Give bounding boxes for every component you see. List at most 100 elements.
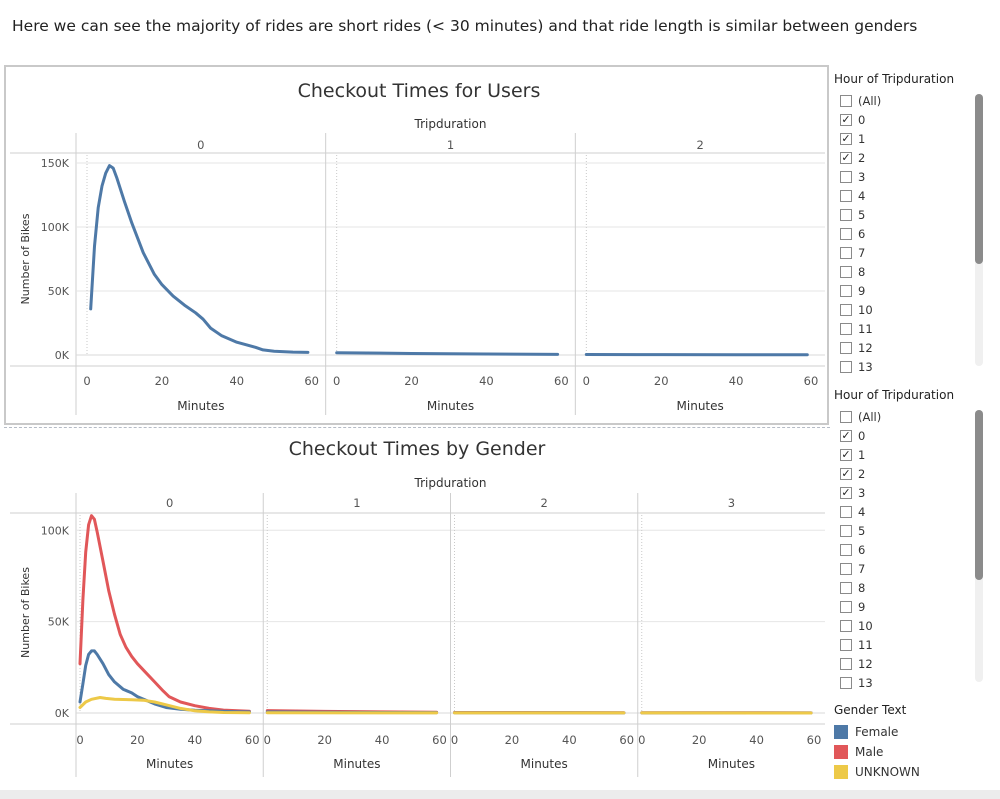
- filter-option[interactable]: 4: [840, 187, 865, 204]
- checkbox-unchecked[interactable]: [840, 170, 852, 183]
- filter-option[interactable]: 8: [840, 579, 865, 596]
- checkbox-unchecked[interactable]: [840, 189, 852, 202]
- x-tick-label: 40: [188, 733, 203, 747]
- filter-option-label: 9: [858, 599, 866, 614]
- checkbox-checked[interactable]: ✓: [840, 151, 852, 164]
- legend-label: UNKNOWN: [855, 765, 920, 779]
- x-tick-label: 60: [304, 374, 319, 388]
- checkbox-unchecked[interactable]: [840, 524, 852, 537]
- checkbox-checked[interactable]: ✓: [840, 113, 852, 126]
- filter-option[interactable]: 12: [840, 655, 873, 672]
- checkbox-unchecked[interactable]: [840, 543, 852, 556]
- series-line-users-facet-0: [89, 164, 310, 354]
- checkbox-unchecked[interactable]: [840, 619, 852, 632]
- checkbox-checked[interactable]: ✓: [840, 467, 852, 480]
- checkbox-unchecked[interactable]: [840, 676, 852, 689]
- checkbox-unchecked[interactable]: [840, 600, 852, 613]
- x-tick-label: 20: [505, 733, 520, 747]
- filter-option[interactable]: ✓ 0: [840, 427, 865, 444]
- gender-checkout-chart[interactable]: Checkout Times by Gender Tripduration 0K 50…: [0, 432, 830, 787]
- x-tick-label: 60: [432, 733, 447, 747]
- checkbox-unchecked[interactable]: [840, 638, 852, 651]
- checkbox-unchecked[interactable]: [840, 562, 852, 575]
- filter-option[interactable]: 7: [840, 560, 865, 577]
- filter-option[interactable]: ✓ 0: [840, 111, 865, 128]
- filter-option[interactable]: 5: [840, 206, 865, 223]
- checkbox-unchecked[interactable]: [840, 322, 852, 335]
- facet-label: 1: [353, 496, 360, 510]
- checkbox-unchecked[interactable]: [840, 284, 852, 297]
- checkbox-checked[interactable]: ✓: [840, 429, 852, 442]
- checkbox-unchecked[interactable]: [840, 657, 852, 670]
- filter-scrollbar[interactable]: [975, 410, 983, 682]
- filter-option-label: 12: [858, 656, 873, 671]
- checkbox-checked[interactable]: ✓: [840, 486, 852, 499]
- checkbox-unchecked[interactable]: [840, 341, 852, 354]
- filter-option[interactable]: (All): [840, 408, 881, 425]
- filter-option[interactable]: 11: [840, 320, 873, 337]
- filter-option[interactable]: 3: [840, 168, 865, 185]
- filter-option-label: 13: [858, 359, 873, 374]
- series-line-female-facet-0: [78, 649, 251, 714]
- filter-scrollbar-thumb[interactable]: [975, 94, 983, 264]
- facet-label: 0: [166, 496, 173, 510]
- filter-option[interactable]: 12: [840, 339, 873, 356]
- filter-option[interactable]: ✓ 3: [840, 484, 865, 501]
- filter-option-label: 9: [858, 283, 866, 298]
- y-tick-label: 50K: [48, 616, 70, 629]
- filter-option[interactable]: 4: [840, 503, 865, 520]
- filter-scrollbar[interactable]: [975, 94, 983, 366]
- checkbox-checked[interactable]: ✓: [840, 132, 852, 145]
- checkbox-unchecked[interactable]: [840, 208, 852, 221]
- checkbox-unchecked[interactable]: [840, 227, 852, 240]
- filter-option[interactable]: 5: [840, 522, 865, 539]
- filter-option[interactable]: 9: [840, 598, 865, 615]
- x-tick-label: 60: [807, 733, 822, 747]
- hour-filter-gender[interactable]: Hour of Tripduration (All) ✓ 0 ✓ 1 ✓ 2 ✓ 3 4 5 6 7 8 9…: [834, 388, 984, 693]
- filter-option-label: 6: [858, 542, 866, 557]
- checkbox-unchecked[interactable]: [840, 94, 852, 107]
- filter-option[interactable]: (All): [840, 92, 881, 109]
- checkbox-unchecked[interactable]: [840, 303, 852, 316]
- filter-option[interactable]: 13: [840, 674, 873, 691]
- legend-swatch-female: [834, 725, 848, 739]
- legend-item-unknown[interactable]: UNKNOWN: [834, 762, 994, 782]
- filter-option[interactable]: 8: [840, 263, 865, 280]
- filter-option[interactable]: ✓ 1: [840, 130, 865, 147]
- filter-option[interactable]: 13: [840, 358, 873, 375]
- checkbox-checked[interactable]: ✓: [840, 448, 852, 461]
- users-checkout-chart[interactable]: Checkout Times for Users Tripduration 0K 50…: [0, 70, 830, 422]
- checkbox-unchecked[interactable]: [840, 505, 852, 518]
- filter-option[interactable]: ✓ 2: [840, 149, 865, 166]
- x-axis-label: Minutes: [146, 757, 193, 771]
- facet-label: 3: [728, 496, 735, 510]
- filter-title: Hour of Tripduration: [834, 388, 955, 402]
- filter-option[interactable]: 6: [840, 225, 865, 242]
- legend-item-female[interactable]: Female: [834, 722, 994, 742]
- checkbox-unchecked[interactable]: [840, 246, 852, 259]
- checkbox-unchecked[interactable]: [840, 581, 852, 594]
- filter-option-label: 11: [858, 321, 873, 336]
- filter-option[interactable]: 9: [840, 282, 865, 299]
- hour-filter-users[interactable]: Hour of Tripduration (All) ✓ 0 ✓ 1 ✓ 2 3 4 5 6 7 8 9 1…: [834, 72, 984, 375]
- filter-option[interactable]: 6: [840, 541, 865, 558]
- facet-header: Tripduration: [414, 476, 487, 490]
- checkbox-unchecked[interactable]: [840, 410, 852, 423]
- x-tick-label: 20: [654, 374, 669, 388]
- facet-header: Tripduration: [414, 117, 487, 131]
- filter-scrollbar-thumb[interactable]: [975, 410, 983, 580]
- checkbox-unchecked[interactable]: [840, 360, 852, 373]
- filter-option[interactable]: 10: [840, 301, 873, 318]
- filter-option[interactable]: 7: [840, 244, 865, 261]
- x-tick-label: 0: [333, 374, 340, 388]
- filter-option[interactable]: 10: [840, 617, 873, 634]
- checkbox-unchecked[interactable]: [840, 265, 852, 278]
- filter-option[interactable]: ✓ 1: [840, 446, 865, 463]
- dashboard-caption: Here we can see the majority of rides ar…: [12, 17, 918, 35]
- legend-label: Male: [855, 745, 884, 759]
- legend-item-male[interactable]: Male: [834, 742, 994, 762]
- x-axis-label: Minutes: [677, 399, 724, 413]
- filter-option[interactable]: ✓ 2: [840, 465, 865, 482]
- filter-option-label: 12: [858, 340, 873, 355]
- filter-option[interactable]: 11: [840, 636, 873, 653]
